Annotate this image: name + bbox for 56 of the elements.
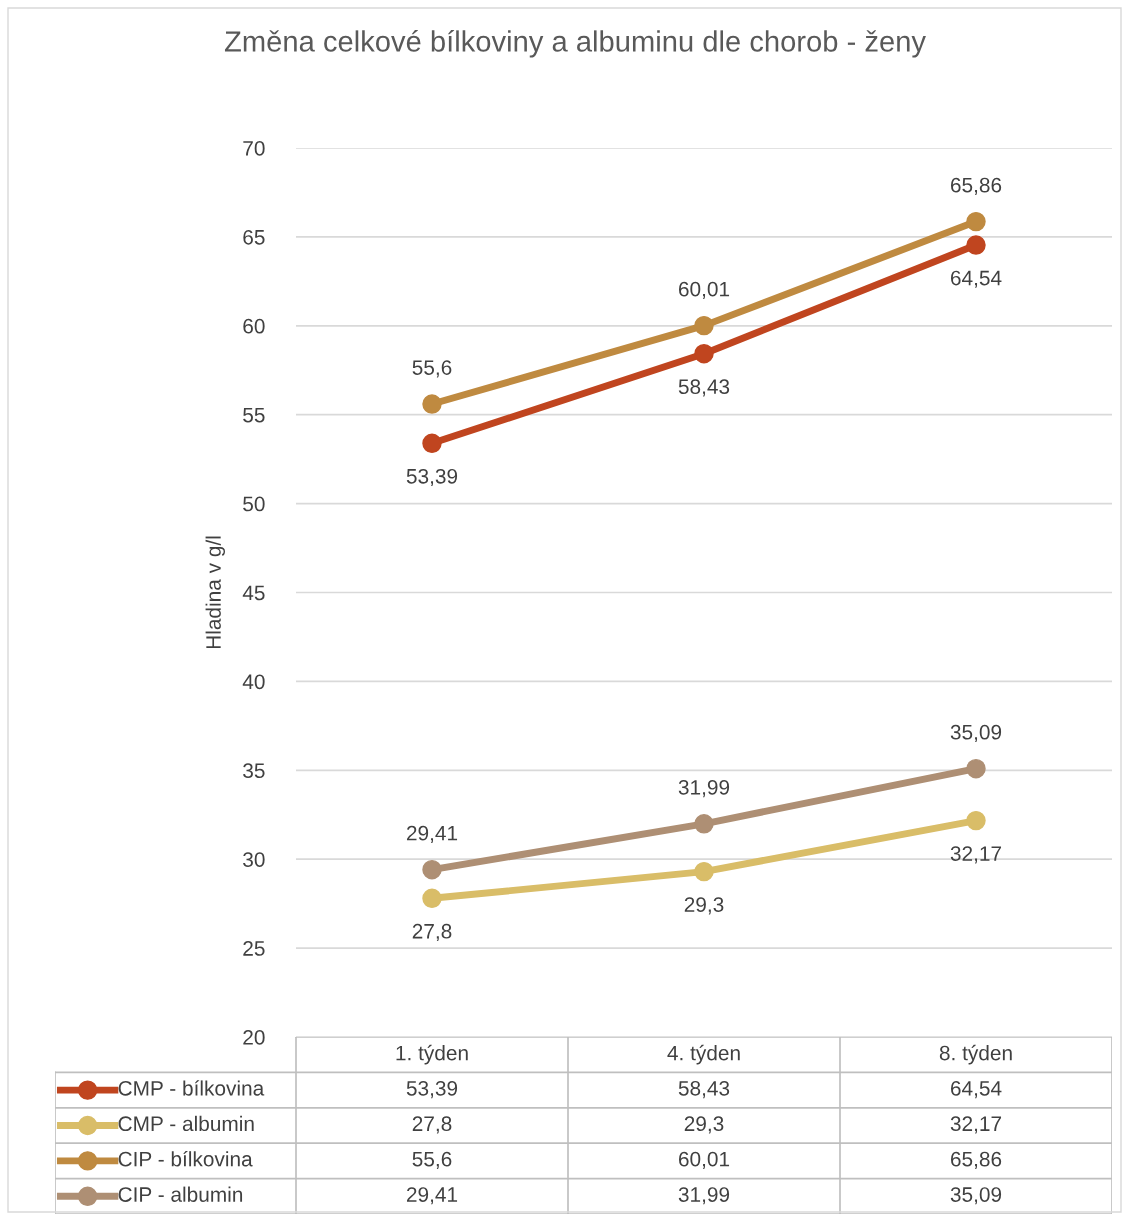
data-label: 32,17 bbox=[950, 1116, 1002, 1134]
data-label: 53,39 bbox=[406, 1080, 458, 1099]
point bbox=[422, 433, 442, 454]
data-label: 65,86 bbox=[950, 1151, 1002, 1169]
y-tick-label: 40 bbox=[242, 674, 265, 690]
point bbox=[966, 235, 986, 255]
text: 65,86 bbox=[950, 177, 1002, 195]
y-tick-label: 55 bbox=[243, 407, 265, 423]
text: 27,8 bbox=[412, 923, 452, 942]
y-tick-label: 65 bbox=[243, 229, 265, 245]
data-label: 55,6 bbox=[412, 1151, 452, 1169]
legend-label: CMP - albumin bbox=[118, 1115, 254, 1132]
data-label: 27,8 bbox=[412, 1116, 452, 1134]
point bbox=[694, 861, 714, 882]
chart-title: Změna celkové bílkoviny a albuminu dle chorob - ženy bbox=[224, 30, 926, 58]
point bbox=[694, 343, 714, 364]
y-tick-label: 20 bbox=[243, 1030, 265, 1045]
data-label: 60,01 bbox=[678, 1151, 730, 1169]
y-tick-label: 50 bbox=[243, 496, 265, 512]
point bbox=[966, 758, 986, 779]
text: 58,43 bbox=[678, 379, 730, 397]
text: 64,54 bbox=[950, 270, 1002, 288]
legend-label: CIP - albumin bbox=[118, 1186, 243, 1202]
y-tick-label: 25 bbox=[243, 941, 265, 956]
text: 29,3 bbox=[684, 897, 724, 915]
point bbox=[422, 888, 442, 909]
point bbox=[694, 315, 714, 336]
point bbox=[422, 859, 442, 880]
data-label: 29,41 bbox=[406, 1187, 458, 1205]
text: 31,99 bbox=[678, 779, 730, 798]
x-tick-label: 1. týden bbox=[396, 1044, 468, 1065]
data-label: 58,43 bbox=[678, 1080, 730, 1099]
point bbox=[694, 814, 714, 834]
legend-label: CMP - bílkovina bbox=[118, 1080, 265, 1096]
y-tick-label: 45 bbox=[242, 585, 265, 601]
text: 53,39 bbox=[406, 468, 458, 487]
data-label: 29,3 bbox=[684, 1116, 724, 1134]
y-axis-title: Hladina v g/l bbox=[205, 536, 225, 649]
y-tick-label: 30 bbox=[243, 852, 265, 867]
point bbox=[966, 810, 986, 831]
legend-label: CIP - bílkovina bbox=[118, 1150, 253, 1167]
text: 35,09 bbox=[950, 724, 1002, 743]
y-tick-label: 70 bbox=[243, 141, 265, 156]
data-label: 35,09 bbox=[950, 1187, 1002, 1205]
text: 60,01 bbox=[678, 281, 730, 299]
text: 32,17 bbox=[950, 846, 1002, 864]
text: 29,41 bbox=[406, 825, 458, 844]
text: 55,6 bbox=[412, 360, 452, 378]
data-label: 64,54 bbox=[950, 1080, 1002, 1099]
y-tick-label: 35 bbox=[243, 763, 265, 779]
y-tick-label: 60 bbox=[243, 318, 265, 334]
x-tick-label: 4. týden bbox=[667, 1044, 740, 1065]
point bbox=[966, 211, 986, 232]
point bbox=[422, 394, 442, 414]
x-tick-label: 8. týden bbox=[939, 1044, 1012, 1065]
data-label: 31,99 bbox=[678, 1187, 730, 1205]
